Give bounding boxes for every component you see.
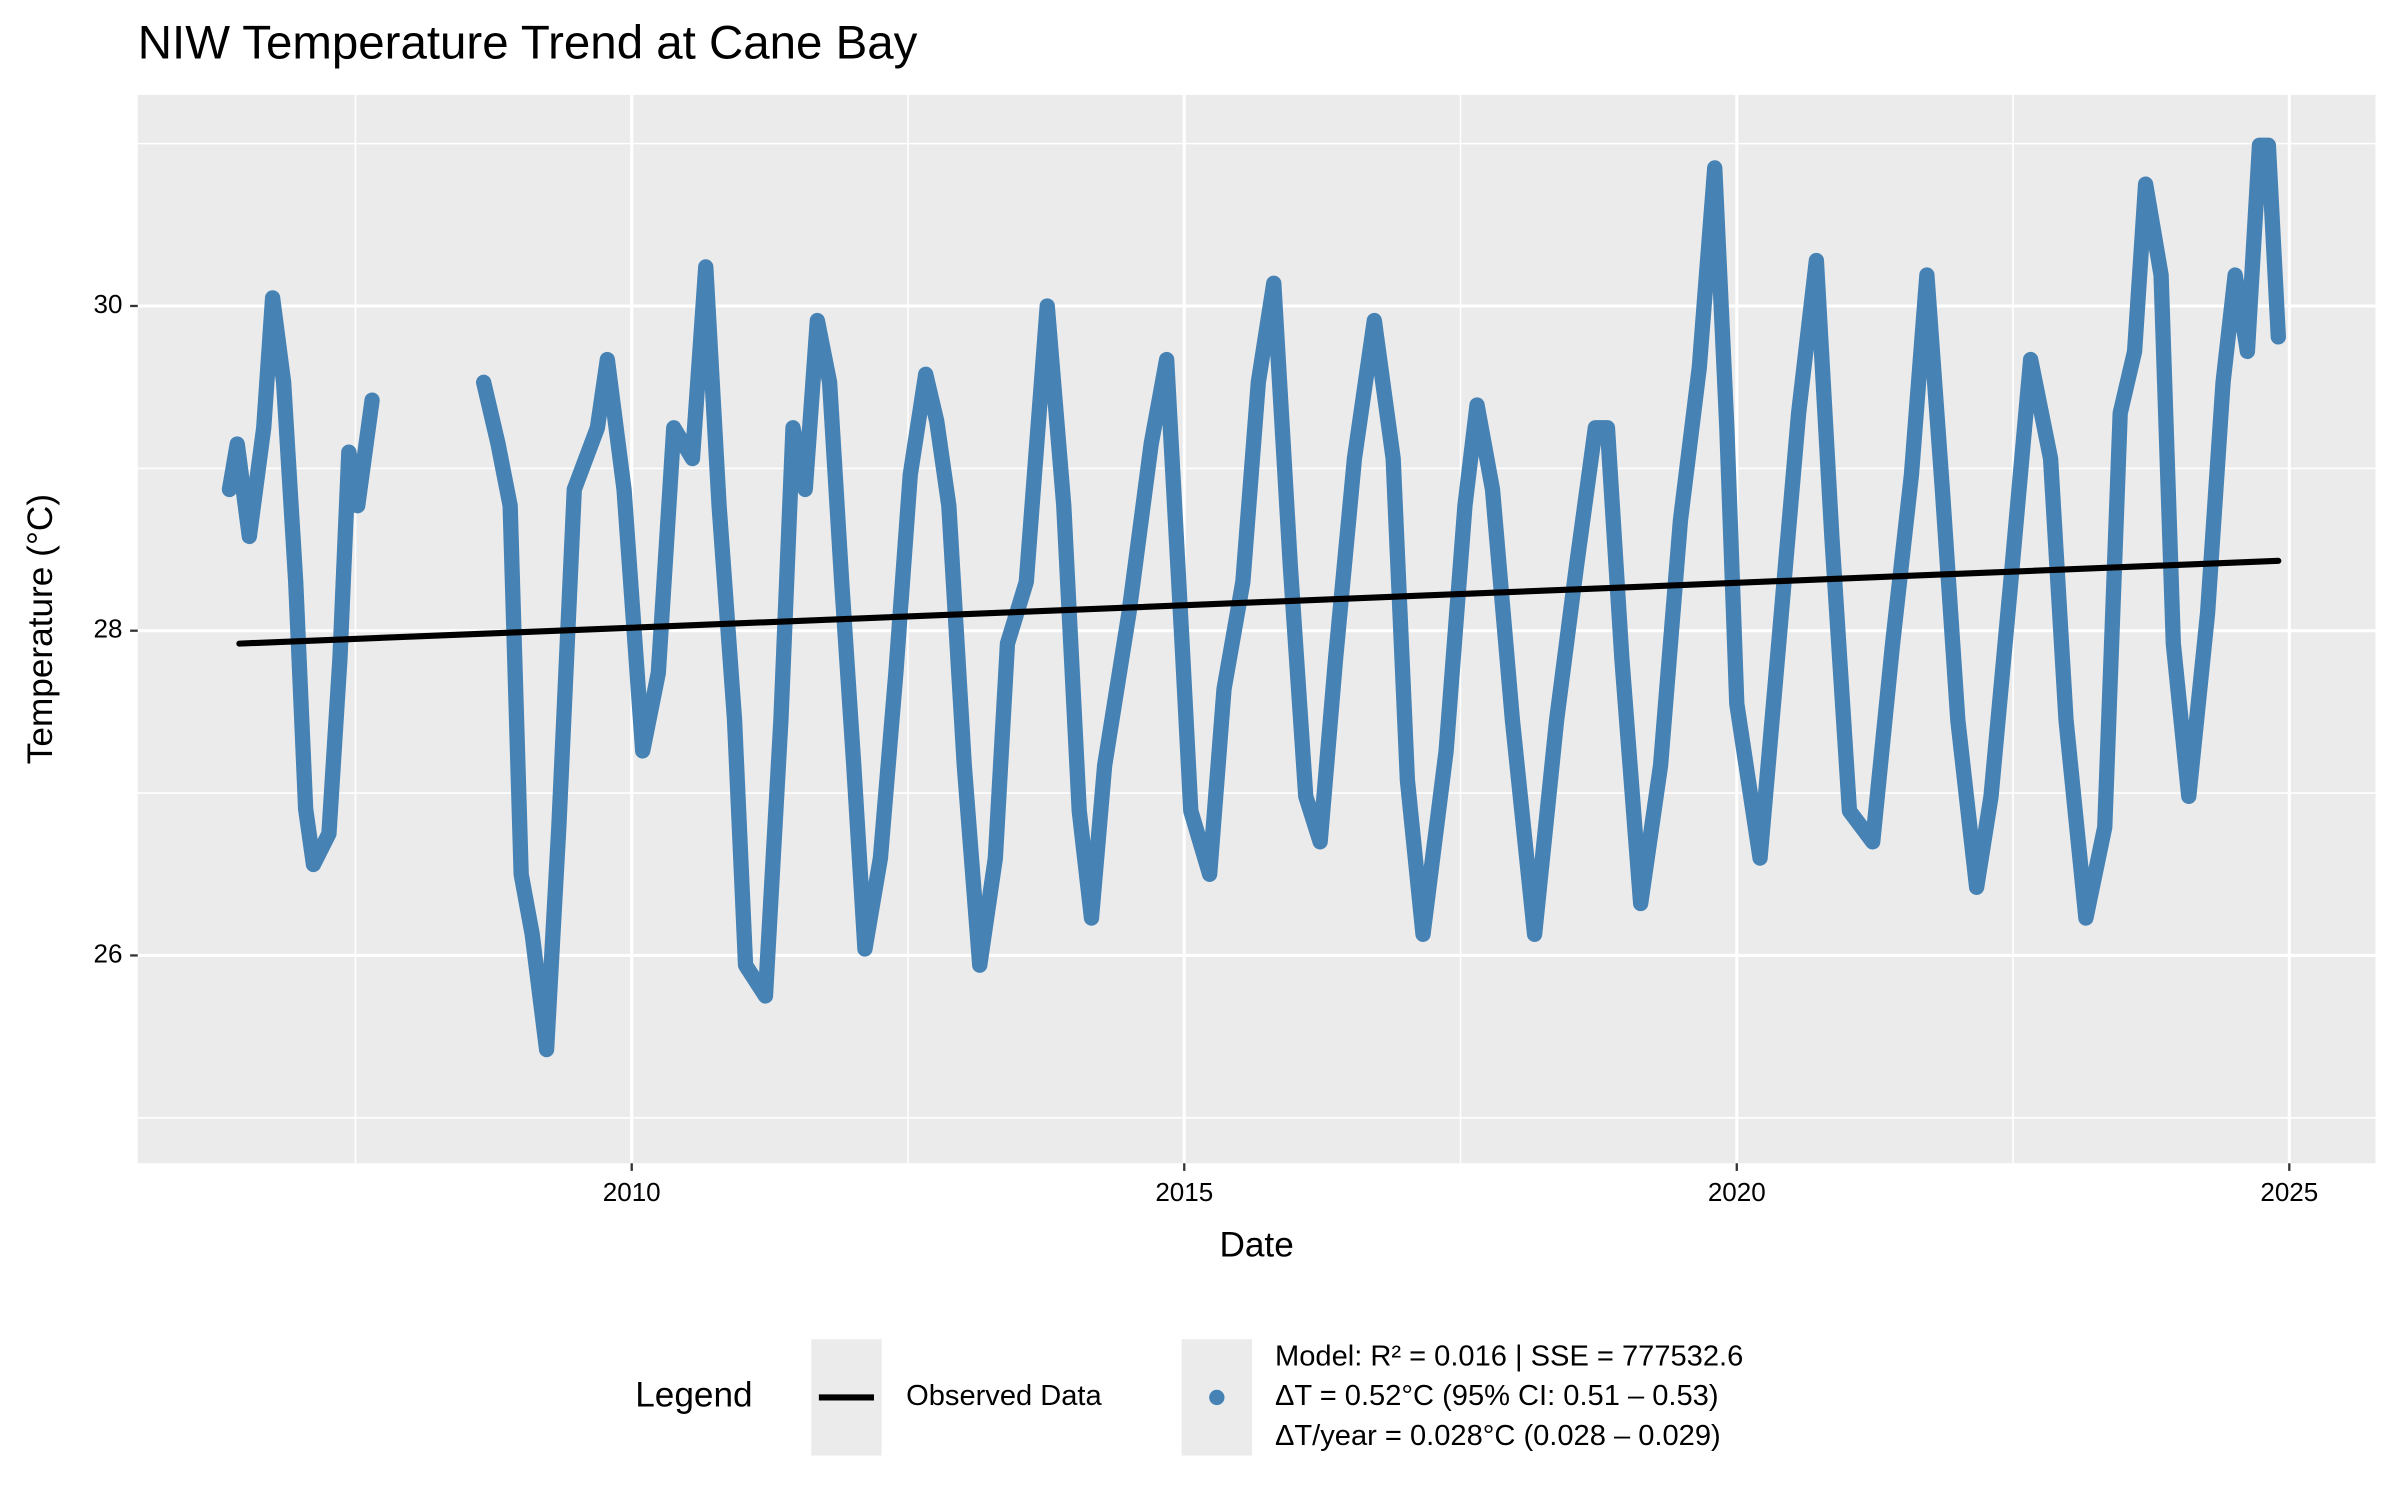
chart-title: NIW Temperature Trend at Cane Bay (138, 16, 918, 69)
legend-label: ΔT/year = 0.028°C (0.028 – 0.029) (1275, 1420, 1721, 1452)
legend-label: Observed Data (906, 1380, 1102, 1412)
y-tick-label: 26 (94, 938, 123, 968)
legend-label: ΔT = 0.52°C (95% CI: 0.51 – 0.53) (1275, 1380, 1719, 1412)
data-line (221, 137, 2286, 1058)
x-tick-label: 2025 (2260, 1177, 2318, 1207)
panel (137, 94, 2376, 1164)
y-tick-label: 28 (94, 614, 123, 644)
x-axis-title: Date (1219, 1226, 1293, 1265)
x-tick-label: 2015 (1155, 1177, 1213, 1207)
y-axis-title: Temperature (°C) (21, 494, 60, 764)
x-tick-label: 2020 (1708, 1177, 1766, 1207)
trend-line (236, 557, 2282, 647)
legend-title: Legend (635, 1376, 752, 1415)
x-tick-label: 2010 (603, 1177, 661, 1207)
legend-point-key (1209, 1389, 1225, 1406)
y-tick-label: 30 (94, 289, 123, 319)
legend-label: Model: R² = 0.016 | SSE = 777532.6 (1275, 1340, 1743, 1372)
